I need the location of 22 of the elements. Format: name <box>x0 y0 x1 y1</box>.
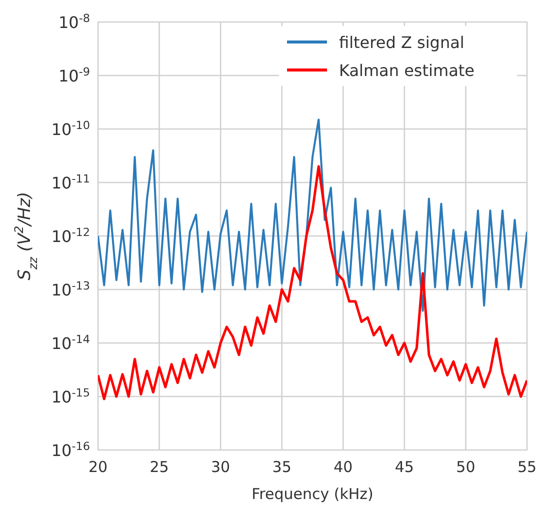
x-tick-label: 55 <box>517 458 537 476</box>
x-tick-label: 20 <box>88 458 108 476</box>
y-tick-label: 10$^{-9}$ <box>58 65 90 86</box>
y-tick-label: 10$^{-12}$ <box>51 226 90 246</box>
x-tick-label: 35 <box>272 458 292 476</box>
y-tick-label: 10$^{-16}$ <box>51 440 90 460</box>
legend-label: Kalman estimate <box>339 61 474 80</box>
x-tick-label: 30 <box>211 458 230 476</box>
x-tick-label: 50 <box>456 458 476 476</box>
line-series <box>98 165 527 400</box>
y-tick-label: 10$^{-15}$ <box>51 386 90 406</box>
y-tick-label: 10$^{-14}$ <box>51 332 90 353</box>
x-tick-label: 40 <box>334 458 353 476</box>
legend-label: filtered Z signal <box>339 33 464 52</box>
y-tick-label: 10$^{-8}$ <box>58 12 90 32</box>
line-series <box>98 118 527 312</box>
y-tick-label: 10$^{-11}$ <box>51 172 90 192</box>
y-tick-label: 10$^{-13}$ <box>51 279 90 300</box>
x-tick-label: 45 <box>394 458 414 476</box>
x-axis-title: Frequency (kHz) <box>252 485 374 503</box>
y-tick-label: 10$^{-10}$ <box>51 118 90 139</box>
x-tick-label: 25 <box>150 458 169 476</box>
